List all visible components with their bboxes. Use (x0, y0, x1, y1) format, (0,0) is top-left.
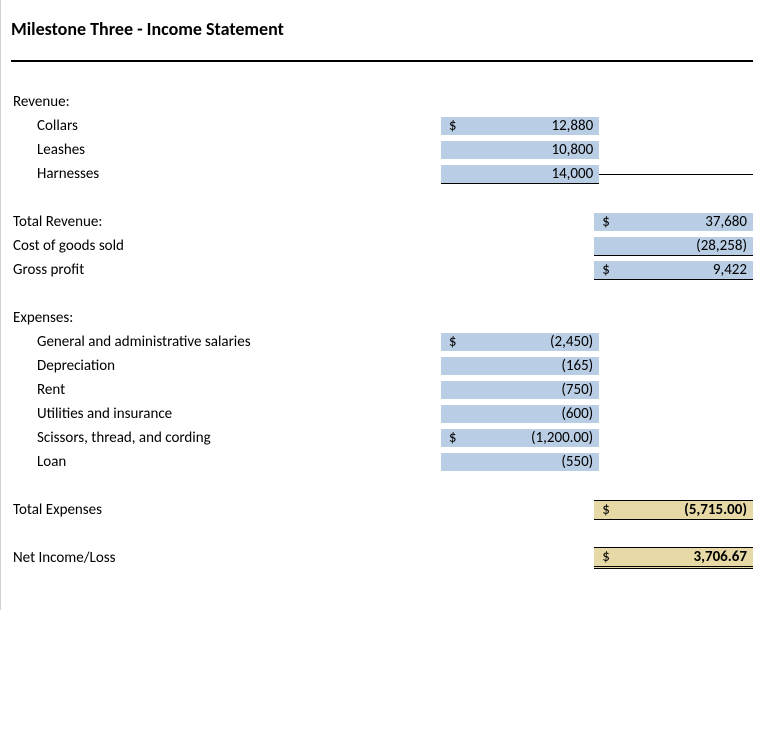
revenue-item-label: Leashes (11, 141, 441, 159)
expense-item-value: (1,200.00) (465, 429, 600, 447)
expense-item-value: (165) (465, 357, 600, 375)
currency-symbol: $ (441, 117, 465, 135)
net-income-cell: $3,706.67 (594, 547, 753, 569)
revenue-item-value: 14,000 (465, 165, 600, 183)
total-revenue-value: 37,680 (618, 213, 753, 231)
revenue-header-row: Revenue: (11, 90, 753, 114)
expense-item-label: Loan (11, 453, 441, 471)
gross-profit-label: Gross profit (11, 261, 430, 279)
expense-row: Depreciation (165) (11, 354, 753, 378)
expense-item-label: Scissors, thread, and cording (11, 429, 441, 447)
revenue-item-label: Harnesses (11, 165, 441, 183)
total-expenses-cell: $(5,715.00) (594, 500, 753, 520)
revenue-item-label: Collars (11, 117, 441, 135)
currency-symbol: $ (594, 261, 618, 279)
expense-row: General and administrative salaries $(2,… (11, 330, 753, 354)
total-revenue-cell: $37,680 (594, 213, 753, 231)
expense-row: Scissors, thread, and cording $(1,200.00… (11, 426, 753, 450)
gross-profit-row: Gross profit $9,422 (11, 258, 753, 282)
currency-symbol: $ (594, 213, 618, 231)
gross-profit-value: 9,422 (618, 261, 753, 279)
revenue-item-cell: 14,000 (441, 165, 600, 184)
expenses-header-label: Expenses: (11, 309, 430, 327)
income-statement-sheet: Milestone Three - Income Statement Reven… (0, 0, 763, 610)
cogs-label: Cost of goods sold (11, 237, 430, 255)
total-expenses-value: (5,715.00) (618, 501, 753, 519)
expenses-header-row: Expenses: (11, 306, 753, 330)
expense-item-cell: (750) (441, 381, 600, 399)
revenue-item-value: 12,880 (465, 117, 600, 135)
currency-symbol: $ (594, 548, 618, 566)
currency-symbol: $ (441, 333, 465, 351)
expense-item-label: Depreciation (11, 357, 441, 375)
cogs-row: Cost of goods sold (28,258) (11, 234, 753, 258)
page-title: Milestone Three - Income Statement (11, 18, 753, 62)
revenue-item-value: 10,800 (465, 141, 600, 159)
expense-item-value: (2,450) (465, 333, 600, 351)
net-income-label: Net Income/Loss (11, 549, 430, 567)
expense-row: Rent (750) (11, 378, 753, 402)
currency-symbol: $ (441, 429, 465, 447)
expense-item-cell: $(2,450) (441, 333, 600, 351)
net-income-value: 3,706.67 (618, 548, 753, 566)
total-revenue-label: Total Revenue: (11, 213, 430, 231)
gross-profit-cell: $9,422 (594, 261, 753, 280)
expense-item-label: Utilities and insurance (11, 405, 441, 423)
revenue-header-label: Revenue: (11, 93, 430, 111)
expense-row: Utilities and insurance (600) (11, 402, 753, 426)
total-revenue-row: Total Revenue: $37,680 (11, 210, 753, 234)
revenue-item-cell: 10,800 (441, 141, 600, 159)
expense-item-value: (550) (465, 453, 600, 471)
expense-item-cell: (550) (441, 453, 600, 471)
revenue-row: Harnesses 14,000 (11, 162, 753, 186)
expense-item-label: General and administrative salaries (11, 333, 441, 351)
expense-item-label: Rent (11, 381, 441, 399)
expense-row: Loan (550) (11, 450, 753, 474)
expense-item-cell: (600) (441, 405, 600, 423)
currency-symbol: $ (594, 501, 618, 519)
expense-item-value: (750) (465, 381, 600, 399)
revenue-item-cell: $12,880 (441, 117, 600, 135)
total-expenses-row: Total Expenses $(5,715.00) (11, 498, 753, 522)
net-income-row: Net Income/Loss $3,706.67 (11, 546, 753, 570)
cogs-value: (28,258) (618, 237, 753, 255)
total-expenses-label: Total Expenses (11, 501, 430, 519)
expense-item-value: (600) (465, 405, 600, 423)
revenue-row: Leashes 10,800 (11, 138, 753, 162)
cogs-cell: (28,258) (594, 237, 753, 256)
expense-item-cell: (165) (441, 357, 600, 375)
expense-item-cell: $(1,200.00) (441, 429, 600, 447)
revenue-row: Collars $12,880 (11, 114, 753, 138)
